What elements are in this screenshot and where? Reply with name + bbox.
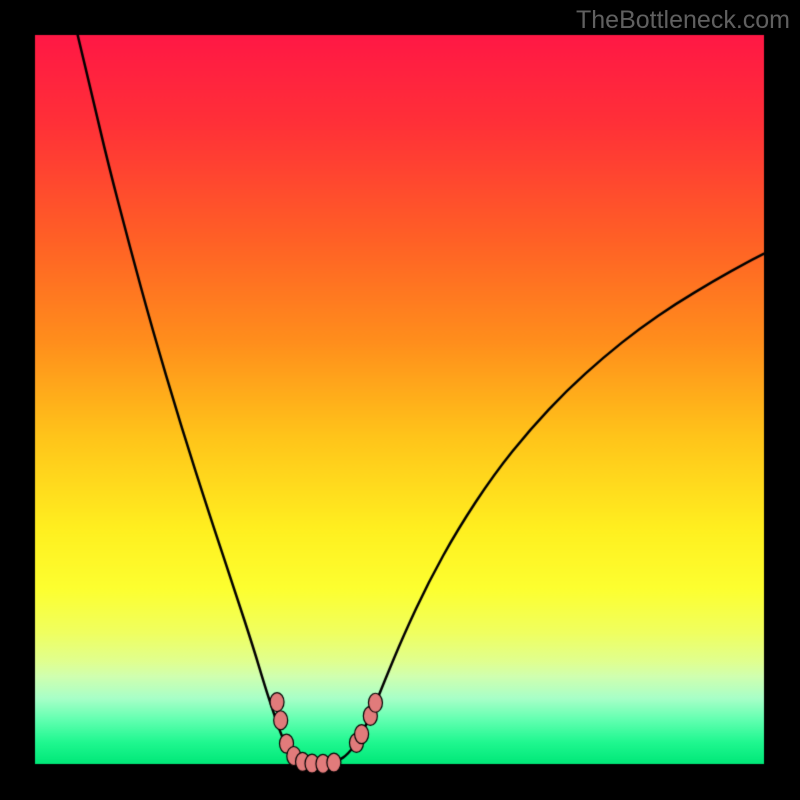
watermark-text: TheBottleneck.com (576, 6, 790, 35)
bottleneck-chart (0, 0, 800, 800)
